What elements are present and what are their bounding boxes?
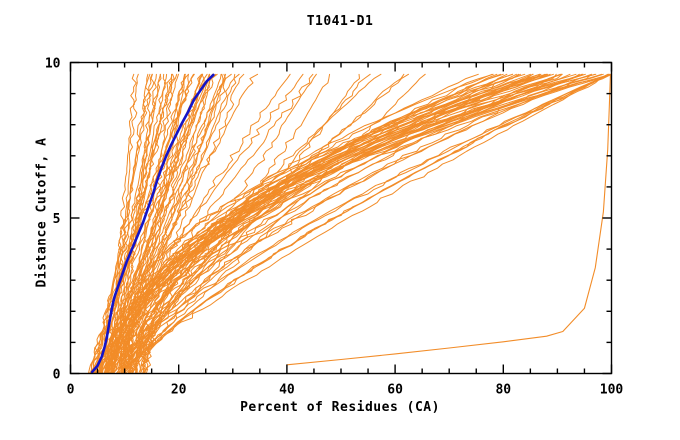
y-tick-label: 10 [45, 57, 61, 72]
x-tick-label: 80 [495, 383, 511, 398]
y-tick-label: 0 [53, 368, 61, 383]
y-tick-label: 5 [53, 212, 61, 227]
x-tick-label: 100 [600, 383, 624, 398]
x-tick-label: 0 [67, 383, 75, 398]
x-axis-label: Percent of Residues (CA) [240, 400, 440, 415]
y-axis-label: Distance Cutoff, A [34, 137, 50, 288]
x-tick-label: 20 [171, 383, 187, 398]
x-tick-label: 40 [279, 383, 295, 398]
chart-title: T1041-D1 [306, 14, 374, 29]
x-tick-label: 60 [387, 383, 403, 398]
